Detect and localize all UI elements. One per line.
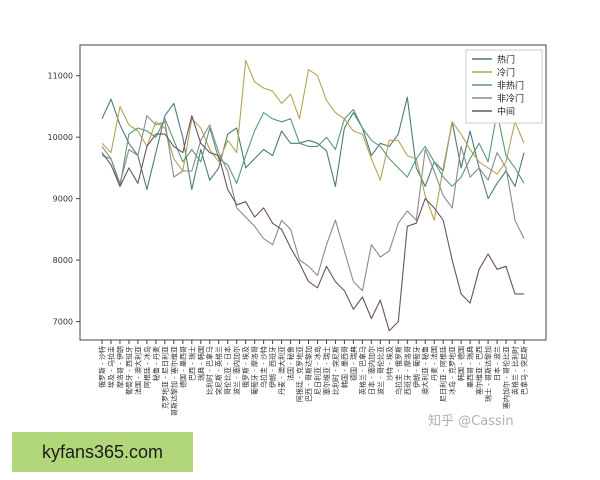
x-tick-label: 巴拿马 - 突尼斯	[520, 346, 529, 395]
x-tick-label: 乌拉圭 - 俄罗斯	[394, 346, 403, 395]
x-tick-label: 克罗地亚 - 尼日利亚	[160, 346, 169, 409]
x-tick-label: 法国 - 秘鲁	[286, 346, 295, 381]
x-tick-label: 德国 - 墨西哥	[178, 346, 187, 388]
x-tick-label: 哥伦比亚 - 日本	[223, 346, 232, 395]
y-axis: 7000 8000 9000 10000 11000	[48, 72, 80, 327]
legend-label: 非热门	[497, 80, 524, 92]
x-tick-label: 葡萄牙 - 摩洛哥	[250, 346, 259, 395]
series-line	[101, 108, 525, 187]
x-tick-label: 比利时 - 巴拿马	[205, 346, 214, 395]
x-tick-label: 尼日利亚 - 阿根廷	[439, 346, 448, 402]
x-tick-label: 波兰 - 哥伦比亚	[376, 346, 385, 395]
x-tick-label: 摩洛哥 - 伊朗	[115, 346, 124, 388]
x-tick-label: 俄罗斯 - 埃及	[241, 346, 250, 388]
legend-label: 热门	[497, 54, 515, 66]
x-tick-label: 丹麦 - 澳大利亚	[277, 346, 286, 395]
x-tick-label: 比利时 - 突尼斯	[331, 346, 340, 395]
x-tick-label: 沙特 - 埃及	[385, 346, 394, 381]
x-tick-label: 塞尔维亚 - 瑞士	[322, 346, 331, 395]
x-tick-label: 韩国 - 德国	[457, 346, 466, 381]
x-tick-label: 乌拉圭 - 沙特	[259, 346, 268, 388]
series-lines	[101, 59, 525, 332]
x-tick-label: 巴西 - 瑞士	[187, 346, 196, 381]
y-tick-label: 7000	[53, 318, 73, 327]
x-tick-label: 塞内加尔 - 哥伦比亚	[502, 346, 511, 409]
x-tick-label: 英格兰 - 比利时	[511, 346, 520, 395]
x-tick-label: 丹麦 - 法国	[430, 346, 439, 381]
site-badge[interactable]: kyfans365.com	[12, 432, 193, 472]
x-tick-label: 巴西 - 哥斯达黎加	[304, 346, 313, 402]
x-tick-label: 塞尔维亚 - 巴西	[475, 346, 484, 395]
x-tick-label: 葡萄牙 - 西班牙	[124, 346, 133, 395]
x-tick-label: 冰岛 - 克罗地亚	[448, 346, 457, 395]
series-line	[101, 96, 525, 200]
x-tick-label: 哥斯达黎加 - 塞尔维亚	[169, 346, 178, 416]
x-tick-label: 阿根廷 - 冰岛	[142, 346, 151, 388]
legend-label: 中间	[497, 106, 515, 118]
y-tick-label: 10000	[48, 133, 73, 142]
legend-label: 冷门	[497, 67, 515, 79]
series-line	[101, 115, 524, 332]
x-tick-label: 韩国 - 墨西哥	[340, 346, 349, 388]
x-tick-label: 瑞典 - 韩国	[196, 346, 205, 381]
x-tick-label: 俄罗斯 - 沙特	[98, 346, 107, 388]
x-tick-label: 法国 - 澳大利亚	[133, 346, 142, 395]
x-tick-label: 澳大利亚 - 秘鲁	[421, 346, 430, 395]
x-tick-label: 墨西哥 - 瑞典	[466, 346, 475, 388]
watermark-text: 知乎 @Cassin	[428, 414, 514, 429]
y-tick-label: 8000	[53, 256, 73, 265]
x-tick-label: 波兰 - 塞内加尔	[232, 346, 241, 395]
series-line	[101, 115, 525, 292]
x-tick-label: 西班牙 - 摩洛哥	[403, 346, 412, 395]
x-tick-label: 日本 - 塞内加尔	[367, 346, 376, 395]
x-tick-label: 秘鲁 - 丹麦	[151, 346, 160, 381]
x-tick-label: 尼日利亚 - 冰岛	[313, 346, 322, 395]
legend-label: 非冷门	[497, 93, 524, 105]
x-tick-label: 突尼斯 - 英格兰	[214, 346, 223, 395]
x-tick-label: 瑞士 - 哥斯达黎加	[484, 346, 493, 402]
y-tick-label: 11000	[48, 72, 73, 81]
x-tick-label: 德国 - 瑞典	[349, 346, 358, 381]
x-tick-label: 伊朗 - 西班牙	[268, 346, 277, 388]
x-tick-label: 日本 - 波兰	[493, 346, 502, 381]
x-tick-label: 英格兰 - 巴拿马	[358, 346, 367, 395]
x-tick-label: 阿根廷 - 克罗地亚	[295, 346, 304, 402]
x-tick-label: 伊朗 - 葡萄牙	[412, 346, 421, 388]
series-line	[101, 59, 525, 221]
x-axis: 俄罗斯 - 沙特 埃及 - 乌拉圭 摩洛哥 - 伊朗 葡萄牙 - 西班牙 法国 - 澳大…	[98, 340, 529, 416]
y-tick-label: 9000	[53, 195, 73, 204]
x-tick-label: 埃及 - 乌拉圭	[106, 346, 115, 388]
